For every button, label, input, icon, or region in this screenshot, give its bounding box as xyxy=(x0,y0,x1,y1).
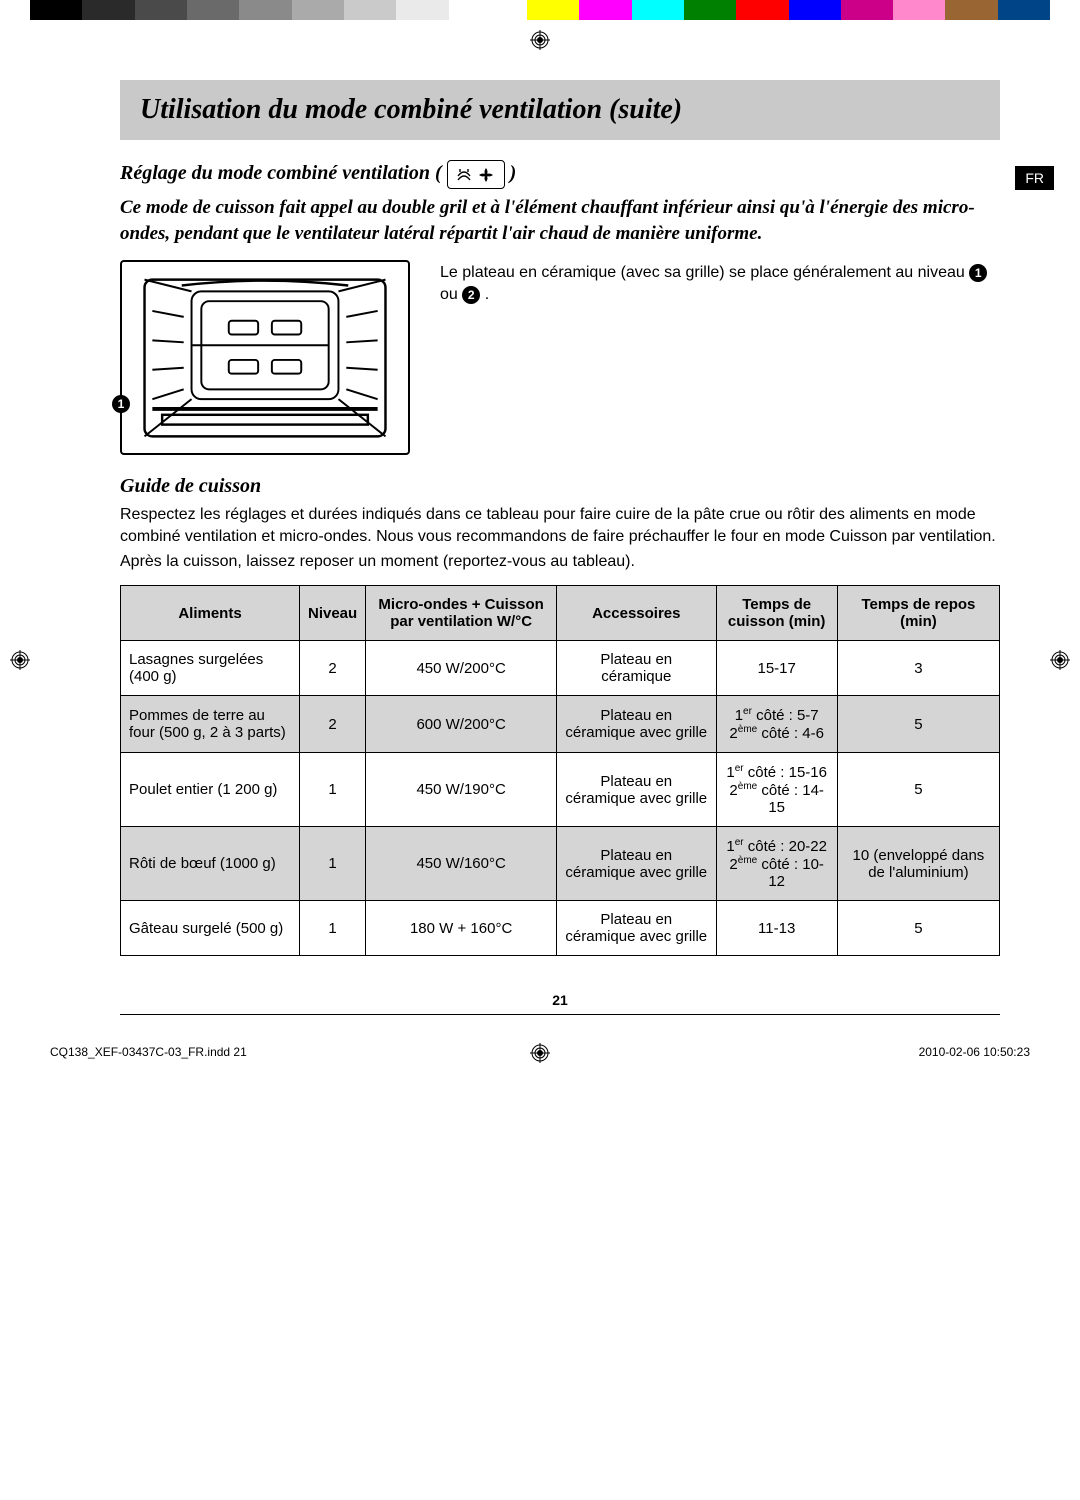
color-swatch xyxy=(30,0,82,20)
color-swatch xyxy=(135,0,187,20)
table-row: Rôti de bœuf (1000 g)1450 W/160°CPlateau… xyxy=(121,827,1000,901)
level-badge-2: 2 xyxy=(462,286,480,304)
table-cell: Plateau en céramique xyxy=(557,641,716,696)
table-cell: 600 W/200°C xyxy=(366,696,557,753)
color-swatch xyxy=(396,0,448,20)
level-badge-1: 1 xyxy=(969,264,987,282)
table-column-header: Niveau xyxy=(299,586,365,641)
registration-mark-right-icon xyxy=(1050,650,1070,670)
guide-paragraph-2: Après la cuisson, laissez reposer un mom… xyxy=(120,551,1000,573)
language-tab: FR xyxy=(1015,166,1054,190)
color-swatch xyxy=(789,0,841,20)
table-cell: 1er côté : 5-72ème côté : 4-6 xyxy=(716,696,837,753)
page-rule xyxy=(120,1014,1000,1015)
registration-mark-row-top xyxy=(0,30,1080,50)
fan-mode-icon xyxy=(447,160,505,189)
section-title-mode: Réglage du mode combiné ventilation ( ) xyxy=(120,160,1000,189)
color-swatch xyxy=(292,0,344,20)
color-swatch xyxy=(632,0,684,20)
figure-caption-text-3: . xyxy=(485,286,489,303)
page-title: Utilisation du mode combiné ventilation … xyxy=(120,80,1000,140)
footer-timestamp: 2010-02-06 10:50:23 xyxy=(919,1045,1030,1059)
page-content: Utilisation du mode combiné ventilation … xyxy=(120,80,1000,1015)
color-swatch xyxy=(579,0,631,20)
color-swatch xyxy=(82,0,134,20)
table-cell: 450 W/160°C xyxy=(366,827,557,901)
section-title-text: Réglage du mode combiné ventilation ( xyxy=(120,162,447,184)
table-cell: 1er côté : 15-162ème côté : 14-15 xyxy=(716,753,837,827)
table-cell: 1 xyxy=(299,901,365,956)
table-cell: 1er côté : 20-222ème côté : 10-12 xyxy=(716,827,837,901)
table-cell: 3 xyxy=(837,641,999,696)
color-swatch xyxy=(893,0,945,20)
table-cell: Plateau en céramique avec grille xyxy=(557,827,716,901)
section-title-guide: Guide de cuisson xyxy=(120,475,1000,498)
table-cell: Plateau en céramique avec grille xyxy=(557,753,716,827)
table-cell: 2 xyxy=(299,696,365,753)
color-swatch xyxy=(841,0,893,20)
table-cell: Poulet entier (1 200 g) xyxy=(121,753,300,827)
table-cell: 1 xyxy=(299,753,365,827)
table-row: Pommes de terre au four (500 g, 2 à 3 pa… xyxy=(121,696,1000,753)
color-swatch xyxy=(501,0,527,20)
table-row: Lasagnes surgelées (400 g)2450 W/200°CPl… xyxy=(121,641,1000,696)
color-calibration-bar xyxy=(30,0,1050,20)
table-cell: Lasagnes surgelées (400 g) xyxy=(121,641,300,696)
table-cell: 5 xyxy=(837,753,999,827)
table-body: Lasagnes surgelées (400 g)2450 W/200°CPl… xyxy=(121,641,1000,956)
table-cell: Plateau en céramique avec grille xyxy=(557,901,716,956)
table-cell: 10 (enveloppé dans de l'aluminium) xyxy=(837,827,999,901)
table-cell: Gâteau surgelé (500 g) xyxy=(121,901,300,956)
color-swatch xyxy=(187,0,239,20)
color-swatch xyxy=(527,0,579,20)
table-column-header: Accessoires xyxy=(557,586,716,641)
guide-paragraph-1: Respectez les réglages et durées indiqué… xyxy=(120,504,1000,547)
table-cell: 180 W + 160°C xyxy=(366,901,557,956)
table-cell: 2 xyxy=(299,641,365,696)
table-cell: 450 W/190°C xyxy=(366,753,557,827)
table-header-row: AlimentsNiveauMicro-ondes + Cuisson par … xyxy=(121,586,1000,641)
table-cell: Plateau en céramique avec grille xyxy=(557,696,716,753)
footer-file-info: CQ138_XEF-03437C-03_FR.indd 21 xyxy=(50,1045,247,1059)
table-column-header: Aliments xyxy=(121,586,300,641)
color-swatch xyxy=(344,0,396,20)
color-swatch xyxy=(239,0,291,20)
oven-interior-figure: 1 xyxy=(120,260,410,455)
table-cell: 15-17 xyxy=(716,641,837,696)
table-cell: 450 W/200°C xyxy=(366,641,557,696)
table-cell: Rôti de bœuf (1000 g) xyxy=(121,827,300,901)
color-swatch xyxy=(736,0,788,20)
table-cell: 5 xyxy=(837,901,999,956)
registration-mark-bottom-icon xyxy=(530,1043,550,1063)
cooking-guide-table: AlimentsNiveauMicro-ondes + Cuisson par … xyxy=(120,585,1000,956)
print-footer: CQ138_XEF-03437C-03_FR.indd 21 2010-02-0… xyxy=(50,1045,1030,1059)
table-cell: Pommes de terre au four (500 g, 2 à 3 pa… xyxy=(121,696,300,753)
table-cell: 11-13 xyxy=(716,901,837,956)
figure-caption-text-2: ou xyxy=(440,286,462,303)
figure-row: 1 Le plateau en céramique (avec sa grill… xyxy=(120,260,1000,455)
table-column-header: Temps de repos (min) xyxy=(837,586,999,641)
section-title-text-end: ) xyxy=(510,162,517,184)
registration-mark-left-icon xyxy=(10,650,30,670)
page-number: 21 xyxy=(120,992,1000,1008)
color-swatch xyxy=(449,0,501,20)
table-row: Gâteau surgelé (500 g)1180 W + 160°CPlat… xyxy=(121,901,1000,956)
figure-caption: Le plateau en céramique (avec sa grille)… xyxy=(440,260,1000,305)
figure-caption-text-1: Le plateau en céramique (avec sa grille)… xyxy=(440,264,969,281)
table-column-header: Temps de cuisson (min) xyxy=(716,586,837,641)
table-cell: 1 xyxy=(299,827,365,901)
intro-paragraph: Ce mode de cuisson fait appel au double … xyxy=(120,195,1000,246)
color-swatch xyxy=(684,0,736,20)
color-swatch xyxy=(998,0,1050,20)
registration-mark-icon xyxy=(530,30,550,50)
table-row: Poulet entier (1 200 g)1450 W/190°CPlate… xyxy=(121,753,1000,827)
color-swatch xyxy=(945,0,997,20)
table-column-header: Micro-ondes + Cuisson par ventilation W/… xyxy=(366,586,557,641)
table-cell: 5 xyxy=(837,696,999,753)
